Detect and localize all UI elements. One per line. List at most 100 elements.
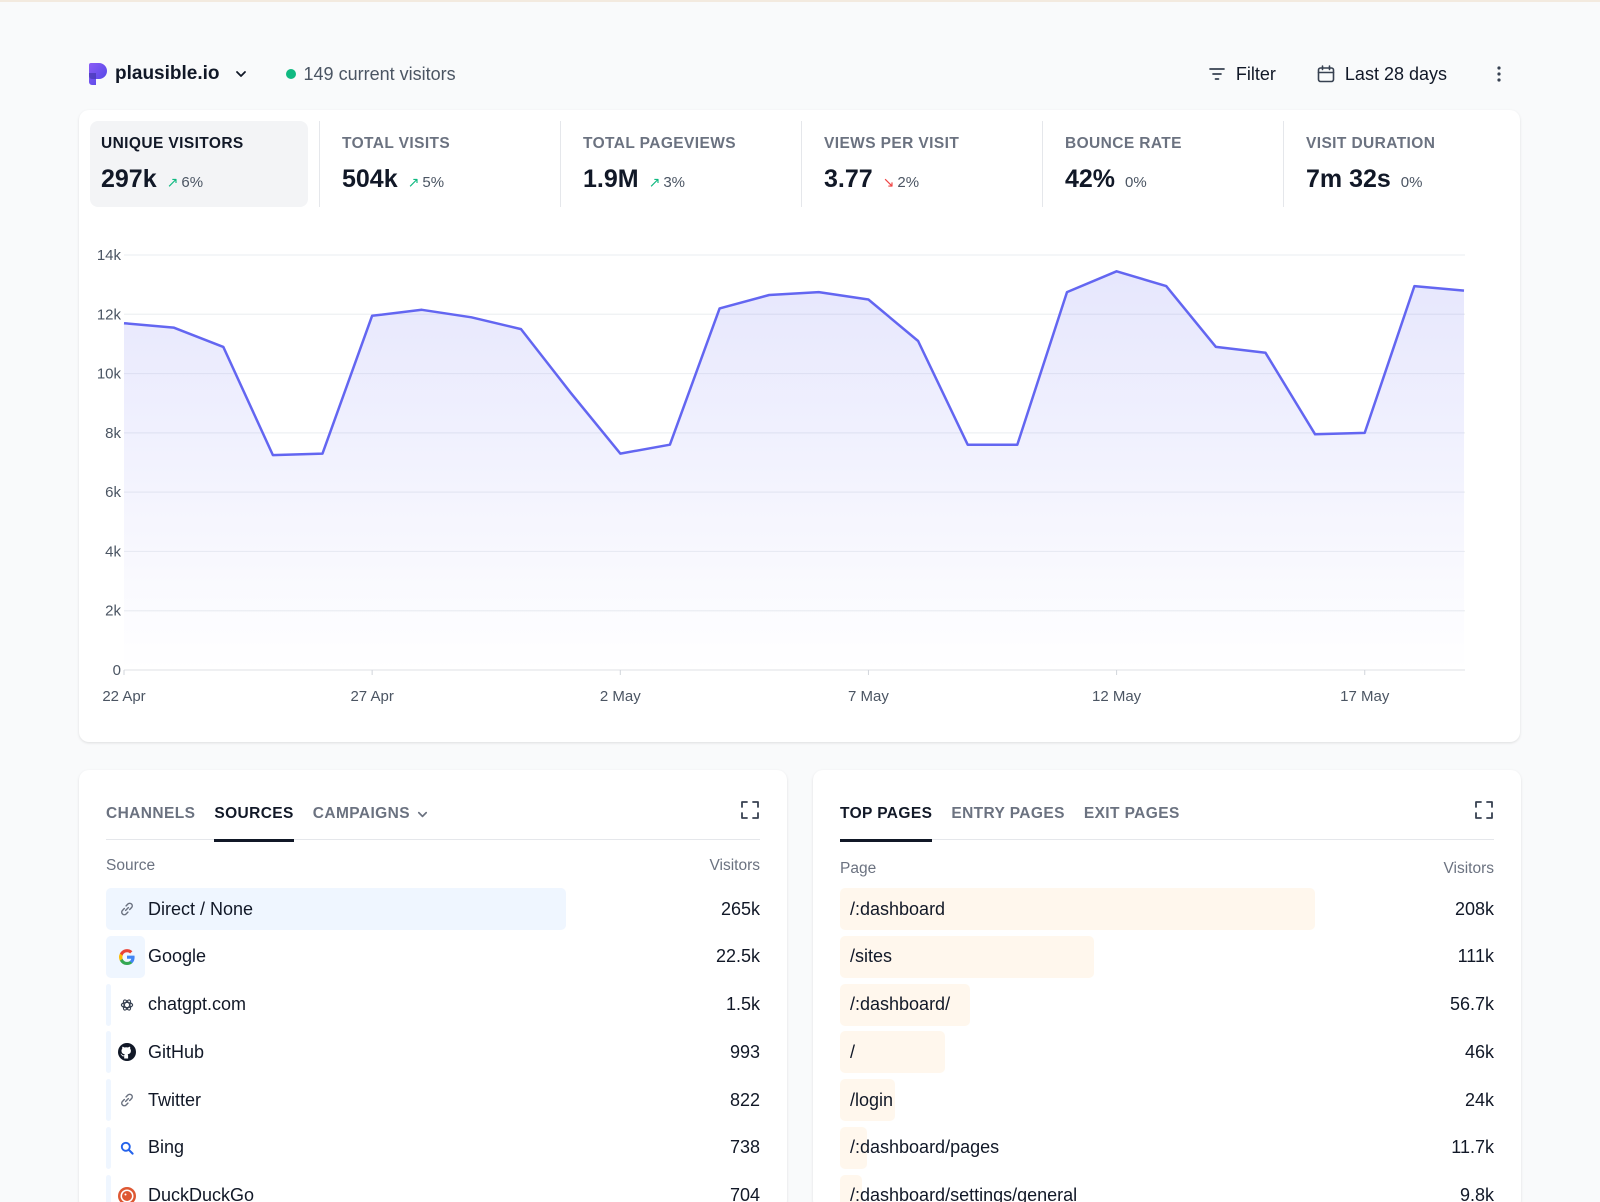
column-visitors: Visitors — [1443, 860, 1494, 877]
data-point — [866, 297, 871, 302]
stat-change: ↘ 2% — [883, 174, 919, 191]
visitors-area — [124, 271, 1464, 670]
data-point — [1263, 350, 1268, 355]
x-tick-label: 7 May — [848, 688, 889, 705]
stat-value: 3.77 — [824, 165, 873, 193]
y-tick-label: 8k — [105, 425, 121, 442]
tab-label: CAMPAIGNS — [312, 805, 410, 822]
tab-entry-pages[interactable]: ENTRY PAGES — [951, 798, 1065, 840]
tab-label: TOP PAGES — [840, 805, 933, 822]
list-item[interactable]: Google 22.5k — [106, 935, 760, 978]
current-visitors[interactable]: 149 current visitors — [285, 64, 456, 85]
list-item[interactable]: Direct / None 265k — [106, 888, 760, 930]
list-item[interactable]: DuckDuckGo 704 — [106, 1174, 760, 1202]
data-point — [122, 321, 127, 326]
filter-label: Filter — [1235, 63, 1276, 84]
row-value: 24k — [1464, 1089, 1494, 1110]
row-bar — [840, 983, 970, 1026]
data-point — [767, 293, 772, 298]
stat-unique-visitors[interactable]: UNIQUE VISITORS 297k ↗ 6% — [90, 121, 308, 207]
list-item[interactable]: /login 24k — [840, 1079, 1494, 1122]
row-value: 22.5k — [715, 946, 760, 967]
stat-visit-duration[interactable]: VISIT DURATION 7m 32s 0% — [1295, 121, 1513, 207]
stat-change-value: 0% — [1125, 174, 1147, 191]
top-actions: Filter Last 28 days — [1207, 64, 1509, 85]
date-range-button[interactable]: Last 28 days — [1316, 64, 1447, 85]
stat-bounce-rate[interactable]: BOUNCE RATE 42% 0% — [1054, 121, 1272, 207]
list-item[interactable]: /:dashboard/pages 11.7k — [840, 1126, 1494, 1169]
tab-sources[interactable]: SOURCES — [214, 798, 295, 842]
stat-views-per-visit[interactable]: VIEWS PER VISIT 3.77 ↘ 2% — [813, 121, 1031, 207]
data-point — [816, 290, 821, 295]
more-vertical-icon — [1497, 66, 1501, 82]
row-label: /:dashboard/ — [850, 994, 951, 1015]
row-label: /:dashboard/pages — [850, 1137, 1000, 1158]
stat-label: BOUNCE RATE — [1065, 135, 1182, 152]
sources-tabs: CHANNELS SOURCES CAMPAIGNS — [106, 798, 760, 842]
chevron-down-icon — [417, 811, 428, 818]
tab-exit-pages[interactable]: EXIT PAGES — [1084, 798, 1180, 840]
arrow-up-right-icon: ↗ — [166, 174, 179, 190]
stat-total-visits[interactable]: TOTAL VISITS 504k ↗ 5% — [331, 121, 549, 207]
list-item[interactable]: chatgpt.com 1.5k — [106, 983, 760, 1026]
tab-top-pages[interactable]: TOP PAGES — [840, 798, 933, 842]
stat-value: 7m 32s — [1306, 165, 1391, 193]
tab-label: SOURCES — [214, 805, 294, 822]
stat-change-value: 0% — [1400, 174, 1423, 191]
tab-channels[interactable]: CHANNELS — [106, 798, 195, 840]
chatgpt-icon — [117, 995, 137, 1015]
stat-label: TOTAL PAGEVIEWS — [583, 135, 736, 152]
stat-change-value: 6% — [181, 174, 204, 191]
y-tick-label: 14k — [97, 247, 122, 264]
site-switcher[interactable]: plausible.io — [89, 63, 248, 85]
chart-points — [122, 269, 1467, 458]
row-bar — [106, 1079, 111, 1122]
row-value: 822 — [729, 1089, 760, 1110]
sources-card: CHANNELS SOURCES CAMPAIGNS Source Visito… — [79, 770, 787, 1202]
row-value: 46k — [1464, 1041, 1494, 1062]
row-label: GitHub — [148, 1041, 205, 1062]
list-item[interactable]: /sites 111k — [840, 935, 1494, 978]
row-bar — [840, 888, 1315, 930]
stat-change-value: 5% — [422, 174, 445, 191]
list-item[interactable]: /:dashboard/settings/general 9.8k — [840, 1174, 1494, 1202]
stat-value: 297k — [101, 165, 157, 193]
stat-total-pageviews[interactable]: TOTAL PAGEVIEWS 1.9M ↗ 3% — [572, 121, 790, 207]
row-value: 704 — [729, 1185, 760, 1202]
data-point — [1412, 284, 1417, 289]
expand-icon[interactable] — [740, 800, 760, 820]
list-item[interactable]: /:dashboard/56.7k — [840, 983, 1494, 1026]
stat-change: 0% — [1125, 174, 1147, 191]
list-item[interactable]: GitHub 993 — [106, 1031, 760, 1074]
github-icon — [117, 1042, 137, 1062]
tab-campaigns[interactable]: CAMPAIGNS — [313, 798, 429, 840]
expand-icon[interactable] — [1474, 800, 1494, 820]
data-point — [1015, 442, 1020, 447]
stat-label: VISIT DURATION — [1306, 135, 1436, 152]
data-point — [916, 338, 921, 343]
list-item[interactable]: /:dashboard 208k — [840, 888, 1494, 930]
filter-button[interactable]: Filter — [1207, 64, 1276, 85]
stat-change-value: 3% — [663, 174, 686, 191]
tab-label: ENTRY PAGES — [951, 805, 1065, 822]
list-item[interactable]: Twitter 822 — [106, 1079, 760, 1122]
stat-value: 504k — [342, 165, 398, 193]
more-menu-button[interactable] — [1489, 65, 1509, 83]
link-icon — [117, 899, 137, 919]
row-bar — [106, 1126, 111, 1169]
column-source: Source — [106, 857, 156, 874]
data-point — [667, 442, 672, 447]
list-item[interactable]: Bing 738 — [106, 1126, 760, 1169]
pages-column-header: Page Visitors — [840, 860, 1494, 878]
data-point — [717, 306, 722, 311]
data-point — [965, 442, 970, 447]
list-item[interactable]: / 46k — [840, 1031, 1494, 1074]
row-value: 738 — [729, 1137, 760, 1158]
row-bar — [840, 935, 1094, 978]
column-visitors: Visitors — [709, 857, 760, 874]
visitors-card: UNIQUE VISITORS 297k ↗ 6% TOTAL VISITS 504… — [79, 110, 1520, 742]
stat-change: ↗ 6% — [167, 174, 203, 191]
top-stats: UNIQUE VISITORS 297k ↗ 6% TOTAL VISITS 504… — [90, 121, 1513, 207]
row-value: 56.7k — [1449, 994, 1494, 1015]
